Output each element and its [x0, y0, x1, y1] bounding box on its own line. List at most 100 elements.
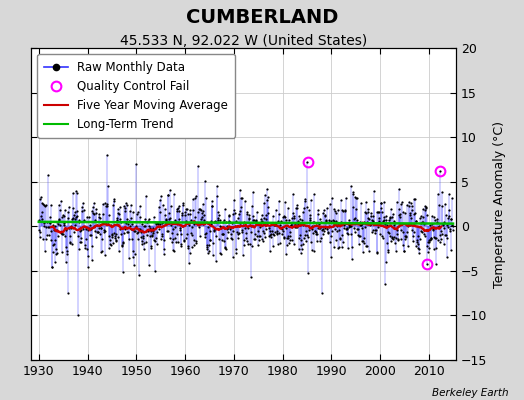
Point	[228, 228, 237, 235]
Point	[152, 221, 160, 227]
Point	[347, 231, 356, 237]
Point	[242, 238, 250, 244]
Point	[211, 218, 219, 224]
Point	[237, 204, 245, 210]
Point	[317, 235, 325, 242]
Point	[255, 233, 264, 240]
Point	[408, 207, 416, 214]
Point	[350, 225, 358, 231]
Point	[298, 217, 306, 223]
Point	[96, 225, 105, 232]
Point	[403, 229, 411, 236]
Point	[115, 216, 124, 222]
Point	[140, 239, 149, 246]
Point	[449, 227, 457, 234]
Point	[374, 224, 383, 230]
Point	[438, 231, 446, 237]
Point	[163, 228, 172, 234]
Point	[81, 244, 89, 251]
Point	[414, 250, 423, 256]
Point	[37, 213, 46, 219]
Point	[438, 202, 446, 209]
Point	[408, 227, 417, 233]
Point	[141, 192, 150, 199]
Point	[66, 239, 74, 246]
Point	[402, 202, 411, 208]
Point	[351, 194, 359, 200]
Point	[177, 231, 185, 238]
Point	[358, 224, 367, 231]
Point	[397, 235, 405, 242]
Point	[132, 222, 140, 229]
Point	[50, 223, 59, 230]
Point	[41, 203, 49, 210]
Point	[291, 224, 300, 230]
Point	[280, 198, 289, 205]
Point	[63, 215, 72, 222]
Point	[170, 191, 178, 197]
Point	[310, 248, 319, 254]
Point	[44, 223, 52, 230]
Point	[94, 229, 102, 235]
Point	[396, 227, 405, 234]
Point	[316, 219, 325, 225]
Point	[245, 212, 253, 219]
Point	[38, 209, 46, 216]
Point	[332, 218, 341, 225]
Point	[162, 216, 171, 223]
Point	[128, 221, 136, 227]
Point	[438, 189, 446, 195]
Point	[59, 212, 68, 218]
Point	[319, 231, 327, 238]
Point	[108, 232, 116, 238]
Point	[414, 244, 423, 251]
Point	[424, 245, 433, 252]
Point	[75, 238, 84, 245]
Point	[151, 219, 160, 225]
Point	[74, 232, 82, 239]
Point	[185, 260, 193, 266]
Point	[281, 224, 290, 231]
Point	[192, 238, 200, 244]
Point	[357, 200, 365, 207]
Point	[315, 224, 323, 231]
Point	[188, 232, 196, 239]
Point	[411, 210, 419, 216]
Point	[360, 240, 368, 246]
Point	[246, 274, 255, 280]
Point	[139, 246, 148, 252]
Point	[70, 212, 78, 218]
Point	[246, 219, 254, 226]
Point	[146, 232, 154, 239]
Point	[76, 228, 84, 234]
Point	[102, 219, 111, 225]
Point	[239, 218, 248, 225]
Point	[68, 216, 77, 222]
Point	[248, 203, 256, 210]
Point	[67, 224, 75, 231]
Point	[91, 217, 100, 223]
Point	[369, 212, 377, 219]
Point	[100, 228, 108, 235]
Point	[143, 239, 151, 246]
Point	[226, 226, 234, 233]
Point	[197, 206, 205, 213]
Point	[274, 241, 282, 247]
Point	[260, 234, 269, 240]
Point	[371, 227, 379, 233]
Point	[256, 221, 265, 228]
Point	[89, 210, 97, 217]
Point	[172, 218, 180, 225]
Point	[202, 242, 211, 248]
Point	[151, 235, 160, 242]
Point	[275, 198, 283, 205]
Point	[54, 221, 62, 228]
Point	[41, 248, 49, 254]
Point	[289, 209, 297, 216]
Point	[180, 209, 189, 215]
Point	[48, 248, 57, 255]
Point	[59, 230, 67, 237]
Point	[359, 238, 367, 244]
Title: 45.533 N, 92.022 W (United States): 45.533 N, 92.022 W (United States)	[120, 34, 367, 48]
Point	[46, 202, 54, 208]
